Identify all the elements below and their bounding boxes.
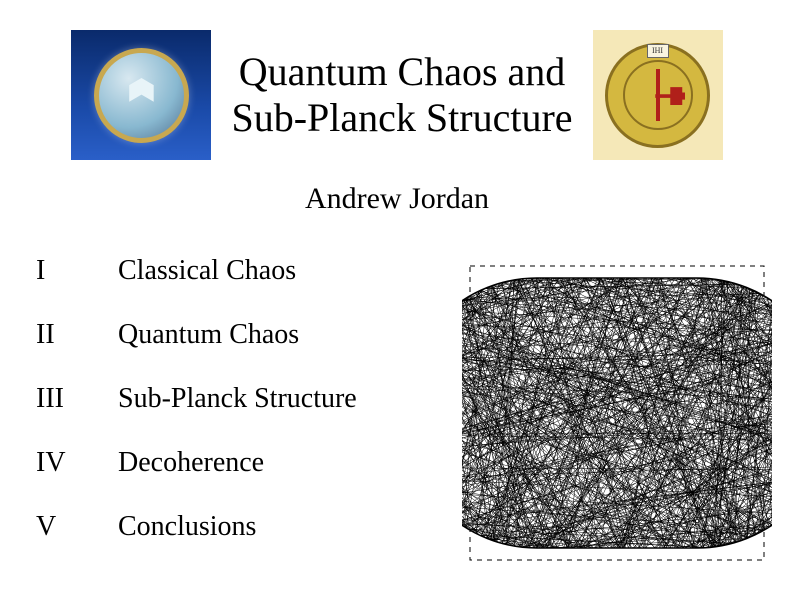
outline-roman: III xyxy=(36,383,118,415)
outline-roman: V xyxy=(36,511,118,543)
outline-label: Classical Chaos xyxy=(118,255,296,287)
chaos-trajectory-figure xyxy=(462,258,772,568)
header: Quantum Chaos and Sub-Planck Structure I… xyxy=(0,0,794,170)
outline-label: Conclusions xyxy=(118,511,256,543)
title-line-1: Quantum Chaos and xyxy=(239,49,566,94)
seal-ihs-label: IHI xyxy=(647,44,669,58)
author-name: Andrew Jordan xyxy=(0,182,794,216)
geneva-seal-icon: IHI xyxy=(605,43,710,148)
outline-label: Decoherence xyxy=(118,447,264,479)
logo-left-ucsb xyxy=(71,30,211,160)
outline-roman: I xyxy=(36,255,118,287)
outline-label: Quantum Chaos xyxy=(118,319,299,351)
geneva-seal-inner-icon xyxy=(623,60,693,130)
ucsb-seal-icon xyxy=(94,48,189,143)
title-block: Quantum Chaos and Sub-Planck Structure xyxy=(231,49,572,141)
slide-title: Quantum Chaos and Sub-Planck Structure xyxy=(231,49,572,141)
outline-roman: II xyxy=(36,319,118,351)
logo-right-geneva: IHI xyxy=(593,30,723,160)
outline-roman: IV xyxy=(36,447,118,479)
title-line-2: Sub-Planck Structure xyxy=(231,95,572,140)
outline-label: Sub-Planck Structure xyxy=(118,383,357,415)
